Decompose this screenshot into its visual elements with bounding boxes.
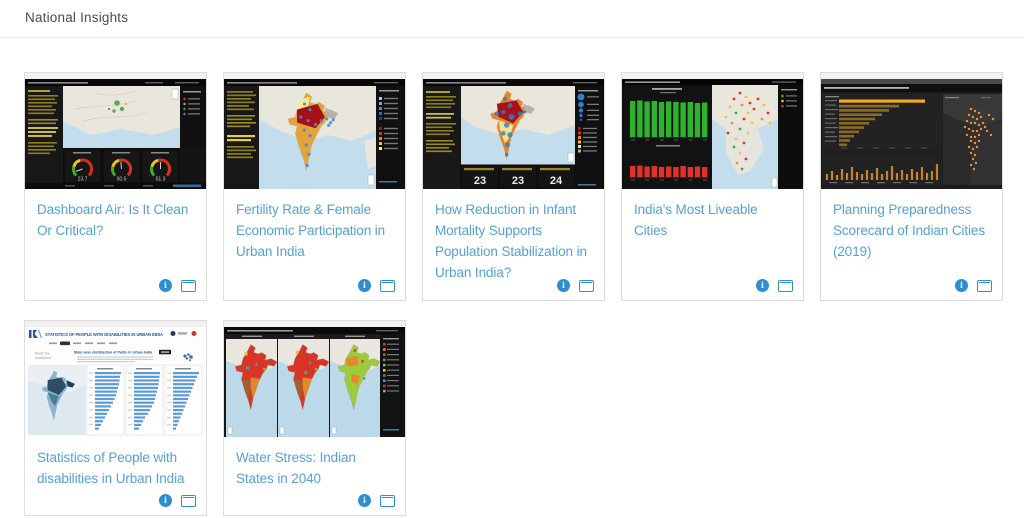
card-title-link[interactable]: Water Stress: Indian States in 2040 xyxy=(236,450,356,486)
open-window-icon[interactable] xyxy=(778,279,793,292)
dashboard-card[interactable]: 23.7 50.5 51.3 Dashboard Air: Is It Clea… xyxy=(24,72,207,301)
open-window-icon[interactable] xyxy=(977,279,992,292)
card-actions: i xyxy=(358,494,395,507)
thumbnail-infant-mortality-dashboard[interactable]: 23 23 24 xyxy=(423,79,604,189)
card-actions: i xyxy=(955,279,992,292)
card-title-link[interactable]: Planning Preparedness Scorecard of India… xyxy=(833,202,985,259)
dashboard-card[interactable]: STATISTICS OF PEOPLE WITH DISABILITIES I… xyxy=(24,320,207,516)
card-title-link[interactable]: Statistics of People with disabilities i… xyxy=(37,450,185,486)
card-actions: i xyxy=(358,279,395,292)
thumbnail-water-stress-dashboard[interactable] xyxy=(224,327,405,437)
info-icon[interactable]: i xyxy=(557,279,570,292)
card-thumbnail[interactable]: 23.7 50.5 51.3 xyxy=(25,73,206,189)
card-actions: i xyxy=(159,279,196,292)
sub-banner-title: State wise distribution of PwDs in Urban… xyxy=(74,351,153,355)
thumbnail-liveable-cities-dashboard[interactable] xyxy=(622,79,803,189)
stat-value-3: 24 xyxy=(550,175,563,187)
card-thumbnail[interactable]: STATISTICS OF PEOPLE WITH DISABILITIES I… xyxy=(25,321,206,437)
card-thumbnail[interactable] xyxy=(821,73,1002,189)
card-title-link[interactable]: How Reduction in Infant Mortality Suppor… xyxy=(435,202,587,280)
open-window-icon[interactable] xyxy=(380,279,395,292)
thumbnail-fertility-dashboard[interactable] xyxy=(224,79,405,189)
card-thumbnail[interactable] xyxy=(224,73,405,189)
info-icon[interactable]: i xyxy=(159,494,172,507)
thumbnail-planning-scorecard-dashboard[interactable] xyxy=(821,79,1002,189)
stat-value-2: 23 xyxy=(512,175,524,187)
info-icon[interactable]: i xyxy=(159,279,172,292)
dashboard-card[interactable]: Fertility Rate & Female Economic Partici… xyxy=(223,72,406,301)
card-actions: i xyxy=(159,494,196,507)
open-window-icon[interactable] xyxy=(579,279,594,292)
info-icon[interactable]: i xyxy=(358,279,371,292)
dashboard-card[interactable]: Water Stress: Indian States in 2040 i xyxy=(223,320,406,516)
gauge-value-1: 23.7 xyxy=(78,177,88,183)
card-title-link[interactable]: India's Most Liveable Cities xyxy=(634,202,758,238)
dashboard-banner-title: STATISTICS OF PEOPLE WITH DISABILITIES I… xyxy=(45,332,163,337)
thumbnail-air-quality-dashboard[interactable]: 23.7 50.5 51.3 xyxy=(25,79,206,189)
card-thumbnail[interactable] xyxy=(224,321,405,437)
open-window-icon[interactable] xyxy=(380,494,395,507)
card-actions: i xyxy=(557,279,594,292)
info-icon[interactable]: i xyxy=(358,494,371,507)
card-title-link[interactable]: Fertility Rate & Female Economic Partici… xyxy=(236,202,386,259)
card-actions: i xyxy=(756,279,793,292)
about-label-line1: About The xyxy=(35,352,50,356)
gauge-value-3: 51.3 xyxy=(156,177,166,183)
info-icon[interactable]: i xyxy=(955,279,968,292)
open-window-icon[interactable] xyxy=(181,494,196,507)
open-window-icon[interactable] xyxy=(181,279,196,292)
dashboard-card[interactable]: Planning Preparedness Scorecard of India… xyxy=(820,72,1003,301)
header-divider xyxy=(0,37,1024,38)
info-icon[interactable]: i xyxy=(756,279,769,292)
thumbnail-disabilities-dashboard[interactable]: STATISTICS OF PEOPLE WITH DISABILITIES I… xyxy=(25,327,206,437)
card-title-link[interactable]: Dashboard Air: Is It Clean Or Critical? xyxy=(37,202,189,238)
gauge-value-2: 50.5 xyxy=(117,177,127,183)
card-thumbnail[interactable] xyxy=(622,73,803,189)
about-label-line2: Dashboard xyxy=(35,356,51,360)
page-title: National Insights xyxy=(25,10,129,25)
dashboard-card[interactable]: 23 23 24 How Reduction in Infant Mortali… xyxy=(422,72,605,301)
dashboard-card[interactable]: India's Most Liveable Cities i xyxy=(621,72,804,301)
stat-value-1: 23 xyxy=(474,175,486,187)
card-thumbnail[interactable]: 23 23 24 xyxy=(423,73,604,189)
